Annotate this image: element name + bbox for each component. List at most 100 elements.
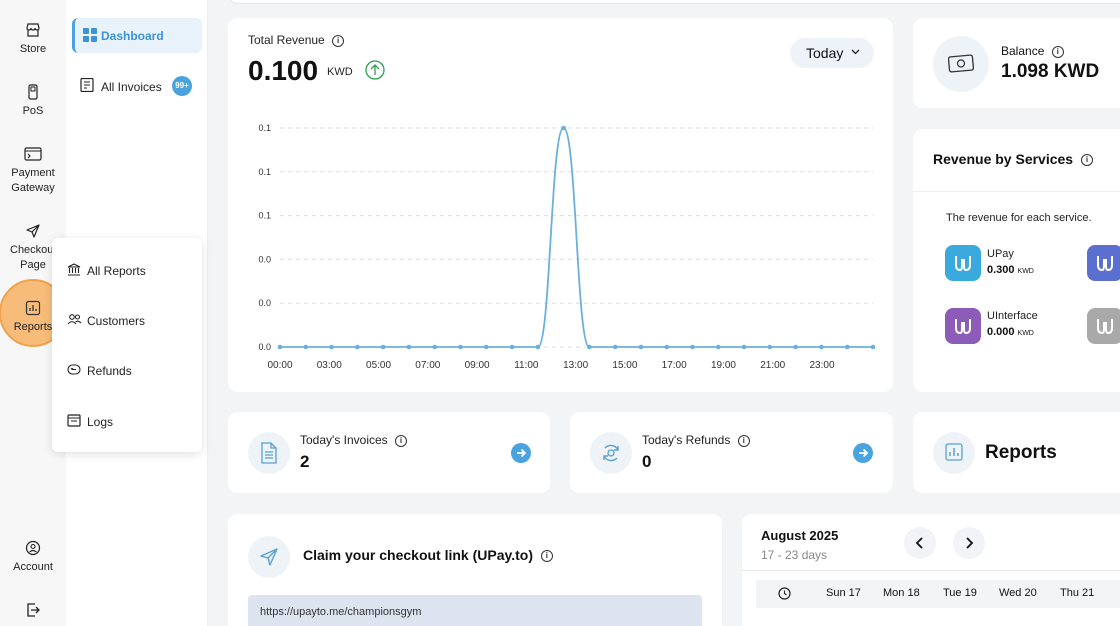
view-refunds-button[interactable] — [853, 443, 873, 463]
menu-item-logs[interactable]: Logs — [67, 411, 197, 431]
info-icon[interactable]: i — [395, 434, 408, 447]
menu-item-label: All Reports — [87, 264, 146, 278]
stat-label: Today's Refunds i — [642, 433, 750, 447]
calendar-card: August 2025 17 - 23 days Sun 17 Mon 18 T… — [742, 514, 1120, 626]
services-title: Revenue by Services i — [933, 151, 1093, 167]
refund-icon — [67, 364, 81, 375]
sidebar-item-label: All Invoices — [101, 80, 162, 94]
invoices-count-badge: 99+ — [172, 76, 192, 96]
document-icon — [261, 442, 277, 464]
chart-point[interactable] — [716, 344, 721, 350]
rail-label: Checkout Page — [10, 244, 57, 271]
info-icon[interactable]: i — [1080, 154, 1093, 167]
rail-item-payment-gateway[interactable]: Payment Gateway — [0, 146, 66, 196]
service-unit: KWD — [1017, 330, 1034, 337]
chevron-left-icon — [915, 537, 923, 549]
info-icon[interactable]: i — [540, 550, 553, 563]
services-subtitle: The revenue for each service. — [946, 212, 1092, 224]
service-amount: 0.000 — [987, 326, 1015, 338]
trend-up-icon — [365, 60, 385, 80]
period-dropdown[interactable]: Today — [790, 38, 874, 68]
balance-card: Balance i 1.098 KWD — [913, 18, 1120, 108]
chart-point[interactable] — [432, 344, 437, 350]
stat-label-text: Today's Refunds — [642, 433, 731, 447]
chart-point[interactable] — [329, 344, 334, 350]
calendar-day-header: Thu 21 — [1060, 587, 1095, 599]
chart-point[interactable] — [819, 344, 824, 350]
balance-label-text: Balance — [1001, 44, 1045, 58]
rail-item-store[interactable]: Store — [0, 22, 66, 57]
send-icon-wrap — [248, 536, 290, 578]
menu-item-label: Refunds — [87, 364, 132, 378]
divider — [913, 191, 1120, 192]
chart-point[interactable] — [612, 344, 618, 350]
claim-title: Claim your checkout link (UPay.to) i — [303, 547, 553, 563]
chart-point[interactable] — [561, 125, 566, 131]
logout-button[interactable] — [0, 602, 66, 622]
store-icon — [26, 23, 40, 37]
reports-card-title: Reports — [985, 442, 1057, 463]
refresh-coin-icon — [603, 444, 619, 462]
chart-point[interactable] — [509, 344, 515, 350]
rail-item-reports[interactable]: Reports — [0, 300, 66, 335]
services-title-text: Revenue by Services — [933, 151, 1074, 167]
uinterface-service-icon — [945, 308, 981, 344]
chart-point[interactable] — [767, 344, 773, 350]
service-unit: KWD — [1017, 268, 1034, 275]
service-value: 0.300 KWD — [987, 264, 1034, 276]
chart-point[interactable] — [638, 344, 644, 350]
info-icon[interactable]: i — [332, 34, 345, 47]
chart-point[interactable] — [793, 344, 798, 350]
calendar-header-row: Sun 17 Mon 18 Tue 19 Wed 20 Thu 21 — [756, 580, 1120, 608]
rail-item-pos[interactable]: PoS — [0, 84, 66, 119]
chart-point[interactable] — [690, 344, 695, 350]
chart-point[interactable] — [535, 344, 541, 350]
calendar-day-header: Tue 19 — [943, 587, 977, 599]
chart-point[interactable] — [277, 344, 283, 350]
revenue-by-services-card: Revenue by Services i The revenue for ea… — [913, 129, 1120, 392]
rail-label: PoS — [22, 105, 44, 117]
info-icon[interactable]: i — [737, 434, 750, 447]
chart-point[interactable] — [664, 344, 670, 350]
reports-card[interactable]: Reports — [913, 412, 1120, 493]
calendar-prev-button[interactable] — [904, 527, 936, 559]
rail-item-account[interactable]: Account — [0, 540, 66, 575]
rail-item-checkout-page[interactable]: Checkout Page — [0, 223, 66, 273]
chart-point[interactable] — [458, 344, 463, 350]
checkout-link-field[interactable]: https://upayto.me/championsgym — [248, 595, 702, 626]
calendar-next-button[interactable] — [953, 527, 985, 559]
invoice-icon — [80, 78, 94, 92]
service-icon-partial — [1087, 245, 1120, 281]
sidebar-item-dashboard[interactable]: Dashboard — [72, 18, 202, 53]
u-logo-icon — [955, 256, 971, 272]
menu-item-all-reports[interactable]: All Reports — [67, 260, 197, 280]
service-name: UPay — [987, 248, 1014, 260]
x-tick-label: 09:00 — [465, 360, 490, 371]
bank-icon — [67, 263, 81, 276]
chart-point[interactable] — [587, 344, 592, 350]
view-invoices-button[interactable] — [511, 443, 531, 463]
x-tick-label: 11:00 — [514, 360, 539, 371]
todays-invoices-card: Today's Invoices i 2 — [228, 412, 550, 493]
revenue-line-chart: 0.0 0.0 0.0 0.1 0.1 0.1 00:00 03:00 05:00 07:00 09… — [258, 123, 876, 371]
info-icon[interactable]: i — [1051, 45, 1064, 58]
chart-point[interactable] — [844, 344, 850, 350]
chevron-down-icon — [851, 49, 860, 55]
chart-point[interactable] — [870, 344, 876, 350]
y-tick-label: 0.0 — [258, 254, 271, 264]
x-tick-label: 00:00 — [267, 360, 292, 371]
chart-point[interactable] — [303, 344, 309, 350]
y-tick-label: 0.1 — [258, 167, 271, 177]
revenue-title: Total Revenue i — [248, 33, 345, 47]
chart-point[interactable] — [406, 344, 412, 350]
sidebar-item-all-invoices[interactable]: All Invoices 99+ — [80, 76, 200, 96]
chart-point[interactable] — [355, 344, 360, 350]
menu-item-refunds[interactable]: Refunds — [67, 360, 197, 380]
chart-point[interactable] — [741, 344, 747, 350]
chart-point[interactable] — [380, 344, 386, 350]
sidebar-item-label: Dashboard — [101, 29, 164, 43]
rail-label: Reports — [13, 321, 53, 333]
menu-item-customers[interactable]: Customers — [67, 310, 197, 330]
reports-flyout-menu: All Reports Customers Refunds Logs — [52, 238, 202, 452]
chart-point[interactable] — [483, 344, 489, 350]
